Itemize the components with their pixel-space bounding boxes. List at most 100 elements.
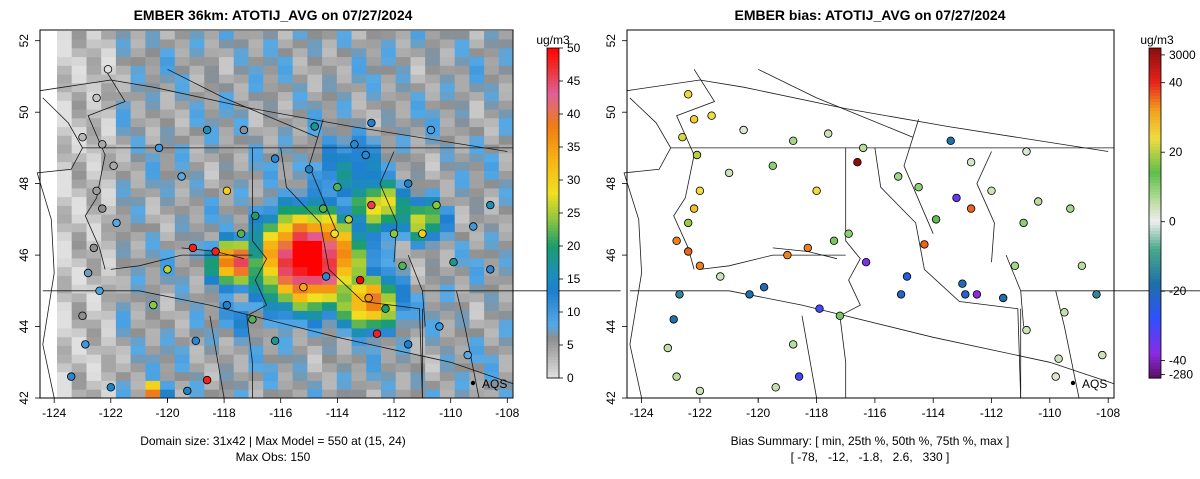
colorbar-segment — [547, 279, 559, 283]
heatmap-cell — [248, 371, 264, 381]
heatmap-cell — [160, 284, 176, 294]
heatmap-cell — [101, 284, 117, 294]
heatmap-cell — [292, 345, 308, 355]
x-tick-label: -114 — [922, 406, 945, 420]
heatmap-cell — [86, 345, 102, 355]
heatmap-cell — [322, 170, 338, 180]
heatmap-cell — [130, 328, 146, 338]
heatmap-cell — [57, 47, 73, 58]
heatmap-cell — [425, 152, 441, 163]
heatmap-cell — [115, 345, 131, 355]
heatmap-cell — [57, 284, 73, 294]
heatmap-cell — [410, 65, 426, 75]
border-line — [456, 290, 480, 399]
heatmap-cell — [336, 100, 352, 110]
heatmap-cell — [498, 214, 513, 224]
heatmap-cell — [351, 126, 367, 136]
heatmap-cell — [248, 380, 264, 390]
heatmap-cell — [204, 179, 220, 189]
left-station-markers — [66, 65, 495, 396]
heatmap-cell — [277, 170, 293, 180]
heatmap-cell — [307, 152, 323, 163]
heatmap-cell — [439, 389, 455, 398]
heatmap-cell — [366, 266, 382, 276]
heatmap-cell — [145, 222, 161, 233]
heatmap-cell — [189, 231, 205, 241]
heatmap-cell — [248, 249, 264, 259]
colorbar-segment — [1149, 267, 1161, 271]
heatmap-cell — [484, 222, 500, 233]
heatmap-cell — [322, 310, 338, 320]
heatmap-cell — [277, 275, 293, 285]
station-marker — [689, 204, 699, 213]
station-marker — [426, 125, 436, 135]
heatmap-cell — [425, 363, 441, 373]
heatmap-cell — [277, 74, 293, 84]
heatmap-cell — [86, 257, 102, 268]
heatmap-cell — [307, 196, 323, 206]
station-marker — [1092, 290, 1101, 299]
heatmap-cell — [498, 266, 513, 276]
heatmap-cell — [174, 74, 190, 84]
heatmap-cell — [233, 293, 249, 303]
heatmap-cell — [57, 31, 73, 40]
heatmap-cell — [160, 345, 176, 355]
colorbar-segment — [547, 207, 559, 211]
right-station-markers — [663, 90, 1107, 396]
heatmap-cell — [233, 187, 249, 198]
colorbar-segment — [547, 288, 559, 292]
heatmap-cell — [233, 135, 249, 145]
heatmap-cell — [410, 126, 426, 136]
border-line — [84, 69, 126, 270]
heatmap-cell — [439, 354, 455, 364]
heatmap-cell — [115, 187, 131, 198]
border-line — [379, 151, 398, 263]
heatmap-cell — [307, 257, 323, 268]
heatmap-cell — [292, 31, 308, 40]
heatmap-cell — [174, 100, 190, 110]
station-marker — [319, 204, 328, 213]
station-marker — [321, 272, 331, 281]
colorbar-segment — [1149, 162, 1161, 166]
station-marker — [270, 154, 280, 163]
heatmap-cell — [439, 47, 455, 58]
heatmap-cell — [439, 249, 455, 259]
heatmap-cell — [86, 135, 102, 145]
heatmap-cell — [484, 214, 500, 224]
heatmap-cell — [160, 161, 176, 171]
colorbar-segment — [547, 315, 559, 319]
heatmap-cell — [71, 82, 87, 93]
heatmap-cell — [351, 310, 367, 320]
left-heatmap-cells — [57, 31, 513, 398]
heatmap-cell — [336, 205, 352, 215]
heatmap-cell — [410, 363, 426, 373]
colorbar-segment — [1149, 288, 1161, 292]
heatmap-cell — [439, 82, 455, 93]
colorbar-segment — [1149, 66, 1161, 70]
heatmap-cell — [101, 336, 117, 346]
heatmap-cell — [248, 161, 264, 171]
heatmap-cell — [115, 47, 131, 58]
heatmap-cell — [366, 179, 382, 189]
heatmap-cell — [263, 56, 279, 66]
right-legend-symbol — [1070, 380, 1076, 386]
heatmap-cell — [57, 328, 73, 338]
heatmap-cell — [395, 275, 411, 285]
heatmap-cell — [233, 31, 249, 40]
heatmap-cell — [57, 389, 73, 398]
heatmap-cell — [101, 39, 117, 49]
heatmap-cell — [71, 39, 87, 49]
heatmap-cell — [71, 126, 87, 136]
heatmap-cell — [322, 144, 338, 154]
heatmap-cell — [498, 240, 513, 250]
heatmap-cell — [248, 205, 264, 215]
heatmap-cell — [174, 257, 190, 268]
heatmap-cell — [366, 74, 382, 84]
heatmap-cell — [454, 39, 470, 49]
heatmap-cell — [351, 249, 367, 259]
colorbar-segment — [1149, 234, 1161, 238]
heatmap-cell — [219, 231, 235, 241]
heatmap-cell — [351, 328, 367, 338]
colorbar-segment — [1149, 204, 1161, 208]
heatmap-cell — [86, 310, 102, 320]
